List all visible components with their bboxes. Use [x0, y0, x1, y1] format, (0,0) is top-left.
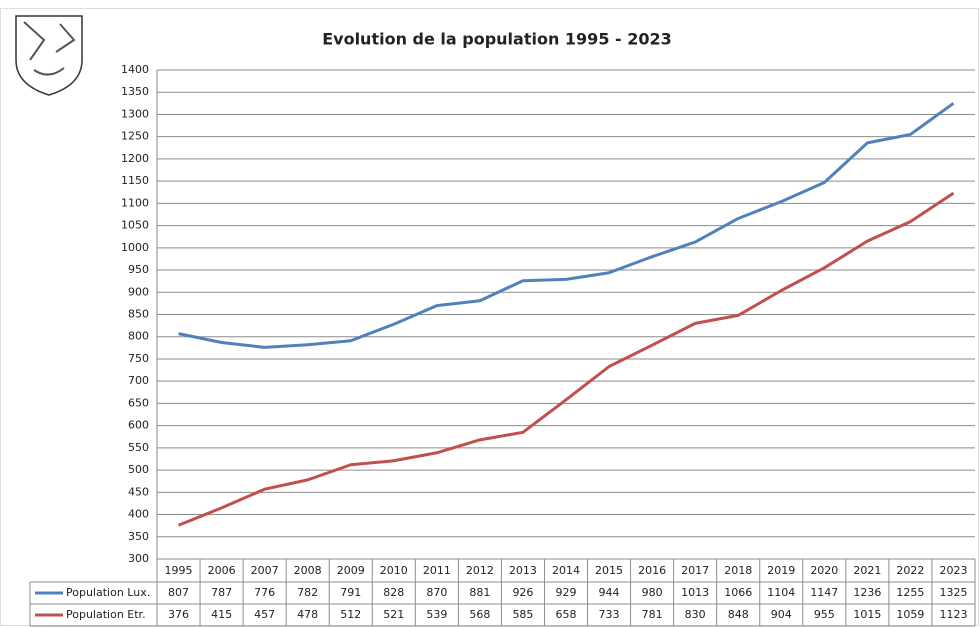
x-tick-label: 2006: [208, 564, 236, 577]
table-value: 848: [728, 608, 749, 621]
table-value: 807: [168, 586, 189, 599]
y-tick-label: 850: [128, 308, 149, 321]
table-value: 1015: [853, 608, 881, 621]
y-tick-label: 1100: [121, 196, 149, 209]
table-value: 782: [297, 586, 318, 599]
table-value: 828: [383, 586, 404, 599]
table-value: 787: [211, 586, 232, 599]
table-value: 929: [556, 586, 577, 599]
x-tick-label: 1995: [165, 564, 193, 577]
y-tick-label: 700: [128, 374, 149, 387]
table-value: 658: [556, 608, 577, 621]
y-tick-label: 1350: [121, 85, 149, 98]
y-tick-label: 400: [128, 508, 149, 521]
y-tick-label: 1300: [121, 107, 149, 120]
table-value: 415: [211, 608, 232, 621]
table-value: 568: [469, 608, 490, 621]
y-tick-label: 650: [128, 396, 149, 409]
table-value: 1147: [810, 586, 838, 599]
x-tick-label: 2015: [595, 564, 623, 577]
y-tick-label: 550: [128, 441, 149, 454]
x-tick-label: 2007: [251, 564, 279, 577]
x-tick-label: 2014: [552, 564, 580, 577]
x-tick-label: 2011: [423, 564, 451, 577]
y-tick-label: 300: [128, 552, 149, 565]
table-value: 1123: [939, 608, 967, 621]
table-value: 881: [469, 586, 490, 599]
table-value: 1325: [939, 586, 967, 599]
x-tick-label: 2020: [810, 564, 838, 577]
x-tick-label: 2019: [767, 564, 795, 577]
x-tick-label: 2009: [337, 564, 365, 577]
x-tick-label: 2008: [294, 564, 322, 577]
table-value: 904: [771, 608, 792, 621]
x-tick-label: 2021: [853, 564, 881, 577]
table-value: 830: [685, 608, 706, 621]
y-tick-label: 950: [128, 263, 149, 276]
table-value: 376: [168, 608, 189, 621]
x-tick-label: 2016: [638, 564, 666, 577]
table-value: 1059: [896, 608, 924, 621]
table-value: 791: [340, 586, 361, 599]
x-tick-label: 2012: [466, 564, 494, 577]
y-tick-label: 1050: [121, 219, 149, 232]
y-tick-label: 1400: [121, 63, 149, 76]
table-value: 1255: [896, 586, 924, 599]
y-tick-label: 500: [128, 463, 149, 476]
legend-label: Population Etr.: [66, 608, 146, 621]
table-value: 1236: [853, 586, 881, 599]
y-tick-label: 750: [128, 352, 149, 365]
table-value: 733: [599, 608, 620, 621]
table-value: 478: [297, 608, 318, 621]
table-value: 776: [254, 586, 275, 599]
table-value: 521: [383, 608, 404, 621]
table-value: 1066: [724, 586, 752, 599]
y-tick-label: 1000: [121, 241, 149, 254]
x-tick-label: 2023: [939, 564, 967, 577]
line-series: [178, 102, 955, 349]
line-series: [177, 191, 955, 527]
x-tick-label: 2017: [681, 564, 709, 577]
x-tick-label: 2018: [724, 564, 752, 577]
coat-of-arms: [15, 15, 83, 96]
table-value: 539: [426, 608, 447, 621]
table-value: 1104: [767, 586, 795, 599]
table-value: 870: [426, 586, 447, 599]
y-tick-label: 1250: [121, 130, 149, 143]
y-tick-label: 1150: [121, 174, 149, 187]
table-value: 457: [254, 608, 275, 621]
table-value: 1013: [681, 586, 709, 599]
table-value: 585: [512, 608, 533, 621]
table-value: 926: [512, 586, 533, 599]
x-tick-label: 2013: [509, 564, 537, 577]
table-value: 980: [642, 586, 663, 599]
table-value: 944: [599, 586, 620, 599]
y-tick-label: 450: [128, 485, 149, 498]
table-value: 955: [814, 608, 835, 621]
y-tick-label: 900: [128, 285, 149, 298]
x-tick-label: 2010: [380, 564, 408, 577]
table-value: 512: [340, 608, 361, 621]
chart-title: Evolution de la population 1995 - 2023: [322, 30, 672, 49]
table-value: 781: [642, 608, 663, 621]
y-tick-label: 800: [128, 330, 149, 343]
y-tick-label: 600: [128, 419, 149, 432]
y-tick-label: 350: [128, 530, 149, 543]
legend-label: Population Lux.: [66, 586, 150, 599]
y-tick-label: 1200: [121, 152, 149, 165]
x-tick-label: 2022: [896, 564, 924, 577]
